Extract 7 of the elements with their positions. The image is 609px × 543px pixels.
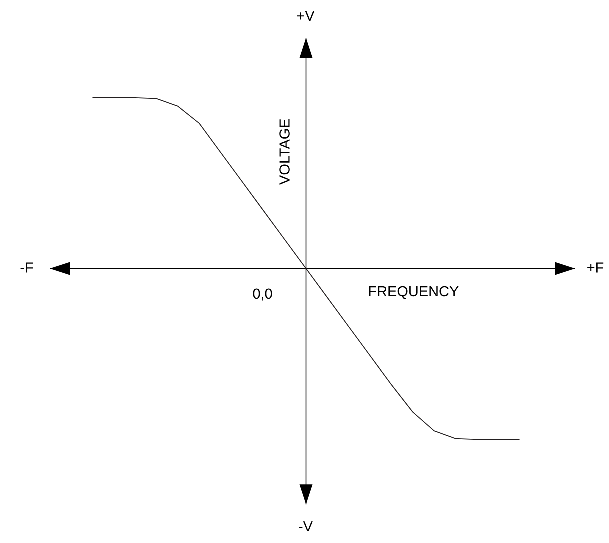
- text: -V: [299, 522, 313, 532]
- text: +F: [588, 263, 604, 273]
- x-axis-title: FREQUENCY: [369, 286, 459, 300]
- annotation: 0,0: [253, 288, 272, 301]
- y-axis-title: VOLTAGE: [280, 120, 290, 186]
- text: -F: [20, 263, 34, 273]
- text: +V: [297, 11, 315, 22]
